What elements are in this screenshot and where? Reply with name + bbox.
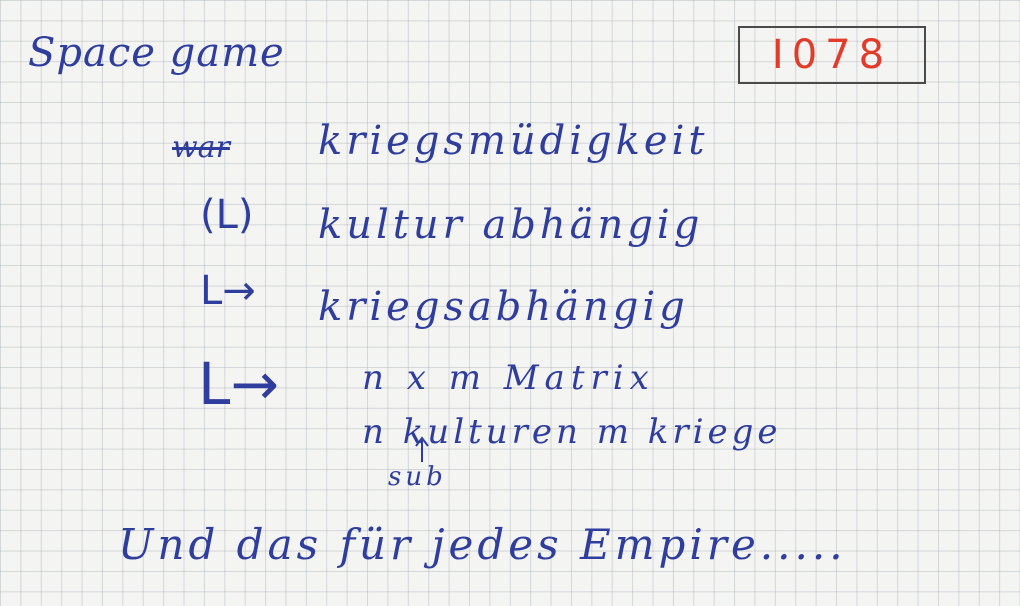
id-tag-box: I078: [738, 26, 926, 84]
id-tag: I078: [771, 32, 893, 78]
branch-arrow-3-icon: L→: [198, 350, 279, 418]
branch-3-text: n x m Matrix: [362, 358, 655, 398]
branch-1-text: kultur abhängig: [318, 202, 704, 248]
matrix-detail: n kulturen m kriege: [362, 412, 782, 452]
branch-arrow-1-icon: (L): [200, 192, 254, 238]
branch-arrow-2-icon: L→: [200, 268, 256, 314]
sub-label: sub: [388, 462, 447, 492]
struck-word: war: [172, 130, 230, 165]
note-title: Space game: [28, 30, 285, 76]
footer-line: Und das für jedes Empire.....: [118, 520, 847, 569]
branch-2-text: kriegsabhängig: [318, 284, 689, 330]
caret-up-icon: [414, 436, 429, 464]
topic-heading: kriegsmüdigkeit: [318, 118, 709, 164]
